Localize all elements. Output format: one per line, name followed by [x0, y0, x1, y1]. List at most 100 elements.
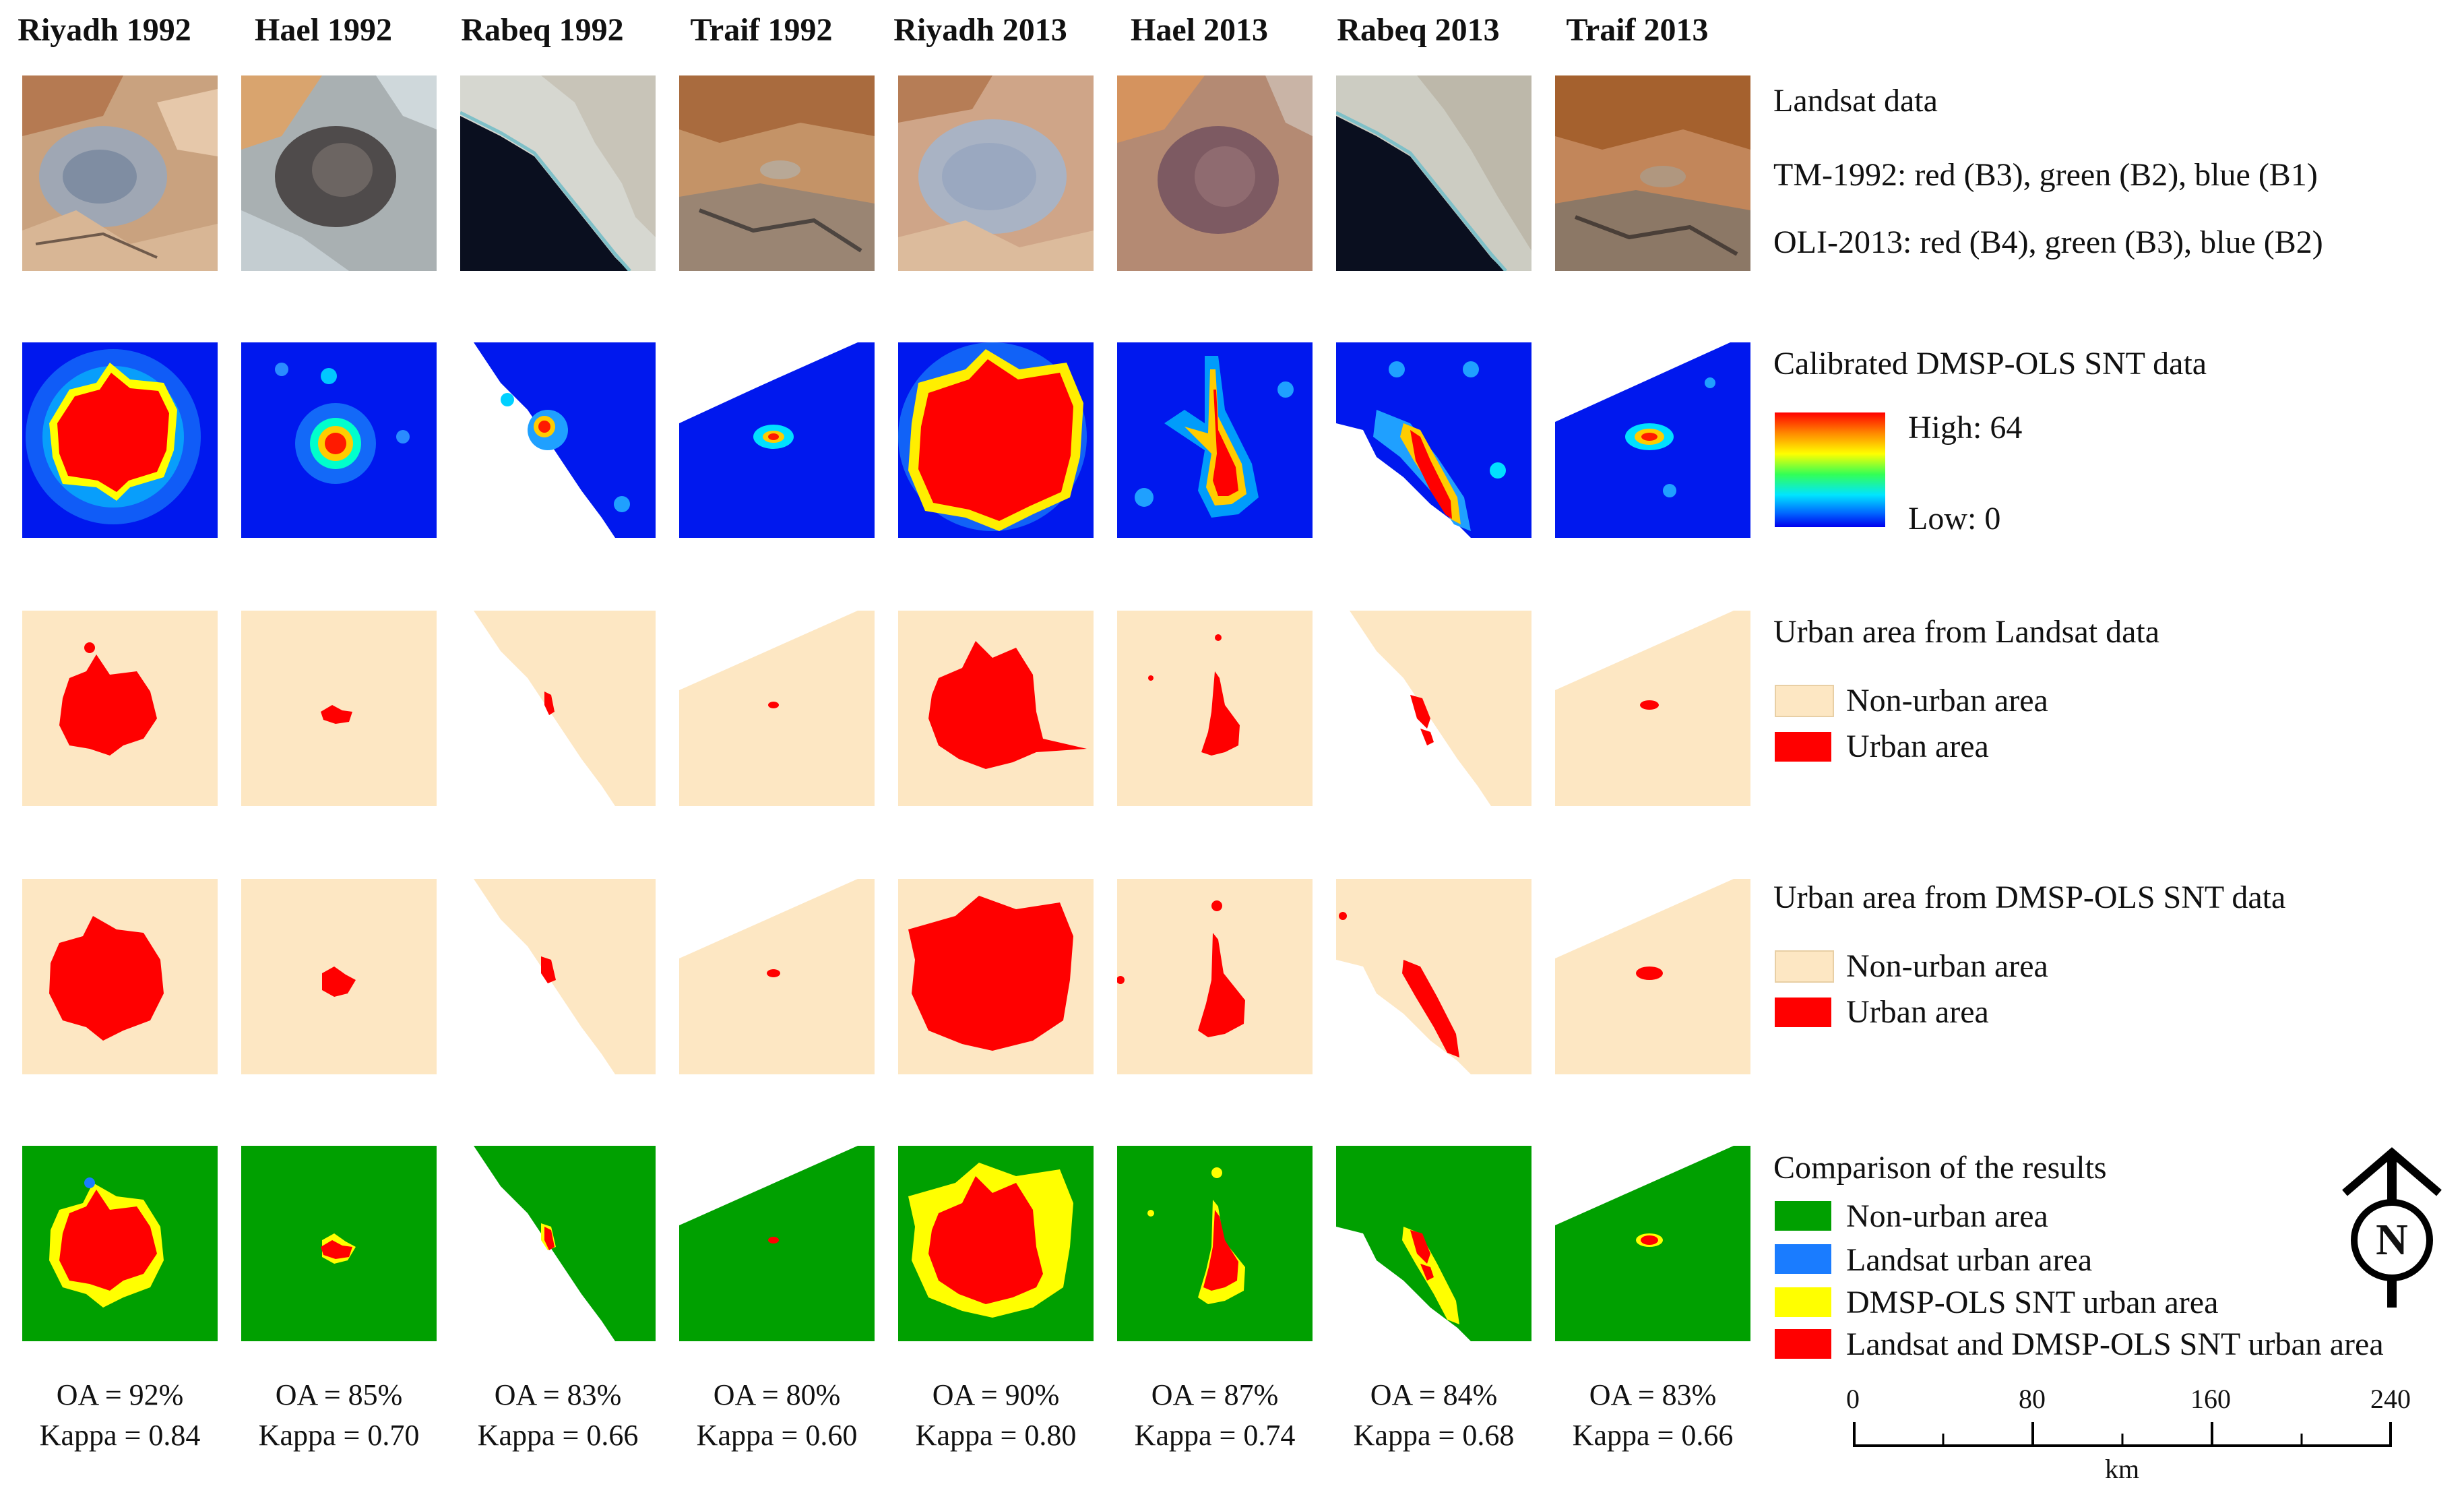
comparison-traif-2013	[1555, 1146, 1750, 1341]
landsat-traif-1992	[679, 75, 875, 271]
legend-landsat-only-label: Landsat urban area	[1846, 1242, 2093, 1278]
legend-urban-dmsp-title: Urban area from DMSP-OLS SNT data	[1773, 880, 2286, 915]
swatch-both-urban	[1775, 1329, 1831, 1359]
north-arrow-icon	[2342, 1147, 2442, 1308]
kappa-rabeq-2013: Kappa = 0.68	[1353, 1419, 1515, 1452]
urban-landsat-hael-2013	[1117, 611, 1313, 806]
ntl-hael-1992	[241, 342, 437, 538]
legend-comparison-title: Comparison of the results	[1773, 1150, 2107, 1186]
ntl-rabeq-2013	[1336, 342, 1531, 538]
urban-landsat-traif-1992	[679, 611, 875, 806]
north-label: N	[2376, 1215, 2408, 1264]
swatch-non-urban	[1775, 950, 1834, 983]
scale-bar-ruler	[1853, 1422, 2392, 1447]
legend-non-urban-label: Non-urban area	[1846, 948, 2048, 984]
kappa-riyadh-1992: Kappa = 0.84	[39, 1419, 201, 1452]
kappa-traif-1992: Kappa = 0.60	[696, 1419, 858, 1452]
urban-dmsp-riyadh-1992	[22, 879, 218, 1074]
scale-tick-label: 240	[2370, 1384, 2411, 1414]
column-title-riyadh-1992: Riyadh 1992	[18, 12, 191, 48]
urban-landsat-traif-2013	[1555, 611, 1750, 806]
swatch-urban	[1775, 732, 1831, 762]
urban-landsat-riyadh-1992	[22, 611, 218, 806]
legend-landsat-tm: TM-1992: red (B3), green (B2), blue (B1)	[1773, 157, 2318, 193]
comparison-traif-1992	[679, 1146, 875, 1341]
landsat-rabeq-1992	[460, 75, 656, 271]
legend-ntl-low: Low: 0	[1908, 501, 2001, 536]
landsat-riyadh-1992	[22, 75, 218, 271]
scale-tick-label: 160	[2190, 1384, 2231, 1414]
urban-landsat-hael-1992	[241, 611, 437, 806]
swatch-agree-non-urban	[1775, 1201, 1831, 1231]
ntl-hael-2013	[1117, 342, 1313, 538]
column-title-traif-1992: Traif 1992	[690, 12, 833, 48]
oa-rabeq-1992: OA = 83%	[494, 1378, 622, 1411]
column-title-traif-2013: Traif 2013	[1566, 12, 1709, 48]
urban-dmsp-traif-1992	[679, 879, 875, 1074]
oa-hael-1992: OA = 85%	[275, 1378, 403, 1411]
comparison-riyadh-2013	[898, 1146, 1094, 1341]
urban-landsat-riyadh-2013	[898, 611, 1094, 806]
column-title-rabeq-1992: Rabeq 1992	[461, 12, 624, 48]
swatch-urban	[1775, 998, 1831, 1027]
urban-dmsp-traif-2013	[1555, 879, 1750, 1074]
swatch-landsat-only	[1775, 1244, 1831, 1274]
comparison-hael-2013	[1117, 1146, 1313, 1341]
oa-riyadh-1992: OA = 92%	[56, 1378, 184, 1411]
ntl-rabeq-1992	[460, 342, 656, 538]
column-title-hael-1992: Hael 1992	[255, 12, 392, 48]
oa-riyadh-2013: OA = 90%	[932, 1378, 1060, 1411]
legend-urban-label: Urban area	[1846, 994, 1989, 1030]
oa-hael-2013: OA = 87%	[1151, 1378, 1279, 1411]
ntl-traif-2013	[1555, 342, 1750, 538]
comparison-rabeq-1992	[460, 1146, 656, 1341]
legend-ntl-title: Calibrated DMSP-OLS SNT data	[1773, 346, 2207, 381]
landsat-riyadh-2013	[898, 75, 1094, 271]
urban-dmsp-rabeq-1992	[460, 879, 656, 1074]
oa-traif-2013: OA = 83%	[1589, 1378, 1717, 1411]
scale-tick-label: 80	[2019, 1384, 2046, 1414]
legend-agree-non-urban-label: Non-urban area	[1846, 1198, 2048, 1234]
kappa-rabeq-1992: Kappa = 0.66	[477, 1419, 639, 1452]
legend-ntl-high: High: 64	[1908, 410, 2023, 446]
column-title-hael-2013: Hael 2013	[1131, 12, 1268, 48]
landsat-hael-2013	[1117, 75, 1313, 271]
ntl-riyadh-1992	[22, 342, 218, 538]
ntl-color-ramp	[1775, 412, 1885, 527]
urban-dmsp-hael-2013	[1117, 879, 1313, 1074]
legend-dmsp-only-label: DMSP-OLS SNT urban area	[1846, 1285, 2219, 1320]
oa-traif-1992: OA = 80%	[713, 1378, 841, 1411]
legend-both-urban-label: Landsat and DMSP-OLS SNT urban area	[1846, 1326, 2384, 1362]
legend-non-urban-label: Non-urban area	[1846, 683, 2048, 718]
kappa-hael-1992: Kappa = 0.70	[258, 1419, 420, 1452]
urban-landsat-rabeq-1992	[460, 611, 656, 806]
ntl-traif-1992	[679, 342, 875, 538]
scale-tick-label: 0	[1846, 1384, 1860, 1414]
landsat-hael-1992	[241, 75, 437, 271]
kappa-riyadh-2013: Kappa = 0.80	[915, 1419, 1077, 1452]
landsat-traif-2013	[1555, 75, 1750, 271]
scale-unit: km	[2105, 1454, 2140, 1484]
column-title-riyadh-2013: Riyadh 2013	[893, 12, 1067, 48]
kappa-traif-2013: Kappa = 0.66	[1572, 1419, 1734, 1452]
urban-dmsp-rabeq-2013	[1336, 879, 1531, 1074]
urban-dmsp-riyadh-2013	[898, 879, 1094, 1074]
ntl-riyadh-2013	[898, 342, 1094, 538]
column-title-rabeq-2013: Rabeq 2013	[1337, 12, 1500, 48]
landsat-rabeq-2013	[1336, 75, 1531, 271]
swatch-non-urban	[1775, 685, 1834, 717]
scale-bar: 0 80 160 240 km	[1846, 1384, 2411, 1493]
legend-landsat-title: Landsat data	[1773, 83, 1938, 119]
north-arrow: N	[2338, 1146, 2446, 1314]
swatch-dmsp-only	[1775, 1287, 1831, 1317]
legend-landsat-oli: OLI-2013: red (B4), green (B3), blue (B2…	[1773, 224, 2323, 260]
legend-urban-label: Urban area	[1846, 729, 1989, 764]
oa-rabeq-2013: OA = 84%	[1370, 1378, 1498, 1411]
comparison-hael-1992	[241, 1146, 437, 1341]
kappa-hael-2013: Kappa = 0.74	[1134, 1419, 1296, 1452]
legend-urban-landsat-title: Urban area from Landsat data	[1773, 614, 2160, 650]
urban-landsat-rabeq-2013	[1336, 611, 1531, 806]
comparison-rabeq-2013	[1336, 1146, 1531, 1341]
urban-dmsp-hael-1992	[241, 879, 437, 1074]
comparison-riyadh-1992	[22, 1146, 218, 1341]
